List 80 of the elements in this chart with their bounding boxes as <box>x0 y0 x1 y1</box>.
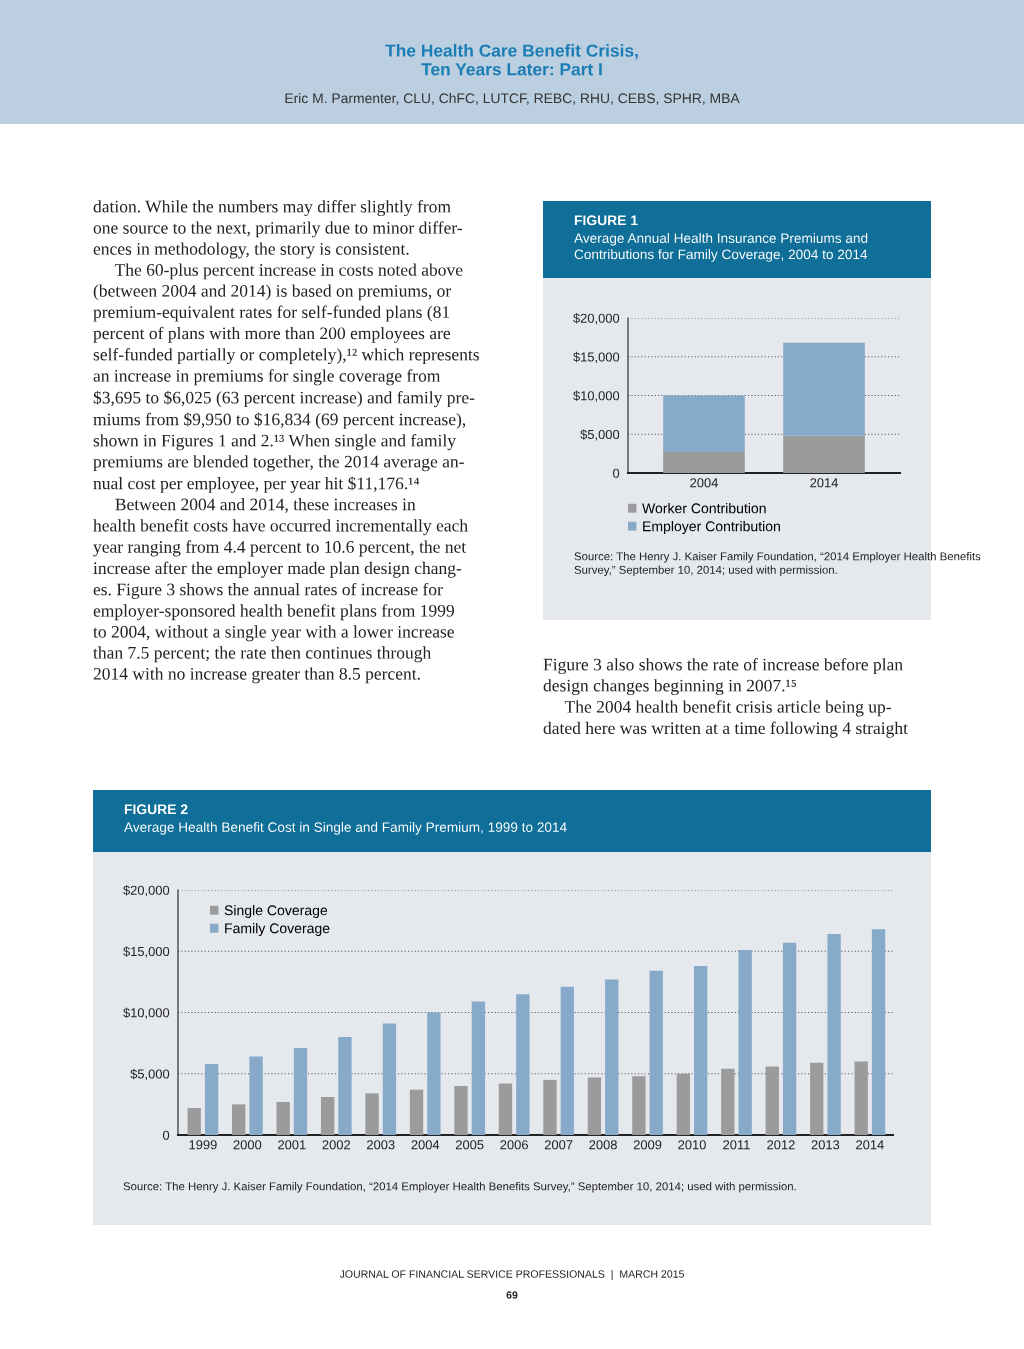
y-tick-label: $5,000 <box>580 429 620 441</box>
bar <box>454 1086 468 1135</box>
bar <box>738 950 752 1135</box>
x-tick-label: 2013 <box>811 1140 840 1150</box>
x-tick-label: 2009 <box>633 1140 662 1150</box>
bar <box>783 342 865 436</box>
bar <box>854 1061 868 1135</box>
bar <box>605 979 619 1135</box>
source-note: Source: The Henry J. Kaiser Family Foundation, “2014 Employer Health Benefits Survey,” September 10, 2014; used with permission. <box>123 1182 796 1193</box>
chart-subtitle: Average Annual Health Insurance Premiums and Contributions for Family Coverage, 2004 to 2014 <box>574 233 868 262</box>
bar <box>649 970 663 1135</box>
y-tick-label: $10,000 <box>573 390 620 402</box>
bar <box>810 1062 824 1135</box>
bar <box>663 452 745 473</box>
y-tick-label: $15,000 <box>573 351 620 364</box>
x-tick-label: 2006 <box>500 1140 528 1150</box>
bar <box>471 1001 486 1135</box>
x-tick-label: 2008 <box>589 1140 617 1150</box>
source-note: Source: The Henry J. Kaiser Family Foundation, “2014 Employer Health Benefits Survey,” September 10, 2014; used with permission. <box>574 552 981 577</box>
caption: Figure 3 also shows the rate of increase before plan design changes beginning in 2007.¹⁵ The 2004 health benefit crisis article being up- dated here was written at a time following 4 straight <box>543 658 908 738</box>
x-tick-label: 2012 <box>767 1140 795 1150</box>
x-tick-label: 2005 <box>455 1140 484 1150</box>
x-tick-label: 2014 <box>810 478 839 488</box>
text: dation. While the numbers may differ slightly from one source to the next, primarily due to minor differ- ences in methodology, the story is consistent. The 60-plus percent increase in costs noted above (between 2004 and 2014) is based on premiums, or premium-equivalent rates for self-funded plans (81 percent of plans with more than 200 employees are self-funded partially or completely),¹² which represents an increase in premiums for single coverage from $3,695 to $6,025 (63 percent increase) and family pre- miums from $9,950 to $16,834 (69 percent increase), shown in Figures 1 and 2.¹³ When single and family premiums are blended together, the 2014 average an- nual cost per employee, per year hit $11,176.¹⁴ Between 2004 and 2014, these increases in health benefit costs have occurred incrementally each year ranging from 4.4 percent to 10.6 percent, the net increase after the employer made plan design chang- es. Figure 3 shows the annual rates of increase for employer-sponsored health benefit plans from 1999 to 2004, without a single year with a lower increase than 7.5 percent; the rate then continues through 2014 with no increase greater than 8.5 percent. <box>93 200 479 684</box>
x-tick-label: 2001 <box>278 1140 306 1150</box>
y-tick-label: $10,000 <box>123 1007 170 1019</box>
x-tick-label: 2007 <box>544 1140 573 1150</box>
y-tick-label: $5,000 <box>130 1068 170 1081</box>
bar <box>663 395 745 453</box>
bar <box>409 1089 424 1135</box>
bar <box>338 1037 352 1135</box>
bar <box>249 1056 263 1135</box>
bar <box>187 1108 201 1135</box>
text: 69 <box>506 1291 518 1299</box>
bar <box>827 934 841 1135</box>
x-tick-label: 2002 <box>322 1140 351 1150</box>
text: The Health Care Benefit Crisis, Ten Years Later: Part I <box>385 44 638 76</box>
bar <box>427 1012 441 1135</box>
legend-label: Single Coverage <box>224 905 328 919</box>
bar <box>498 1083 513 1135</box>
x-tick-label: 2011 <box>723 1140 750 1150</box>
bar <box>382 1023 397 1135</box>
x-tick-label: 2010 <box>678 1140 706 1150</box>
bar <box>276 1101 290 1135</box>
bar <box>676 1073 691 1135</box>
text: JOURNAL OF FINANCIAL SERVICE PROFESSIONALS | MARCH 2015 <box>339 1270 685 1280</box>
legend-label: Employer Contribution <box>643 520 780 535</box>
bar <box>632 1076 646 1135</box>
chart-title: FIGURE 1 <box>574 215 638 226</box>
bar <box>783 435 865 473</box>
chart-subtitle: Average Health Benefit Cost in Single and Family Premium, 1999 to 2014 <box>124 822 567 835</box>
bar <box>765 1066 779 1135</box>
bar <box>320 1097 335 1135</box>
legend-label: Worker Contribution <box>642 503 766 514</box>
bar <box>204 1063 219 1135</box>
text: Eric M. Parmenter, CLU, ChFC, LUTCF, REBC, RHU, CEBS, SPHR, MBA <box>285 93 740 105</box>
bar <box>587 1077 602 1135</box>
bar <box>560 986 574 1135</box>
x-tick-label: 2000 <box>233 1140 262 1150</box>
y-tick-label: $15,000 <box>123 946 170 958</box>
x-tick-label: 2004 <box>690 478 718 488</box>
bar <box>721 1068 735 1135</box>
chart-title: FIGURE 2 <box>124 804 188 815</box>
bar <box>293 1048 308 1135</box>
bar <box>543 1079 557 1135</box>
bar <box>871 929 886 1135</box>
bar <box>694 965 708 1135</box>
legend-label: Family Coverage <box>225 922 330 937</box>
y-tick-label: 0 <box>612 468 620 478</box>
y-tick-label: $20,000 <box>573 313 620 325</box>
x-tick-label: 2014 <box>856 1140 884 1150</box>
bar <box>232 1104 246 1135</box>
x-tick-label: 2004 <box>411 1140 440 1150</box>
bar <box>516 994 530 1135</box>
y-tick-label: 0 <box>162 1130 170 1140</box>
bar <box>365 1093 379 1135</box>
bar <box>782 942 797 1135</box>
x-tick-label: 1999 <box>189 1140 217 1150</box>
y-tick-label: $20,000 <box>123 885 170 897</box>
x-tick-label: 2003 <box>367 1140 395 1150</box>
